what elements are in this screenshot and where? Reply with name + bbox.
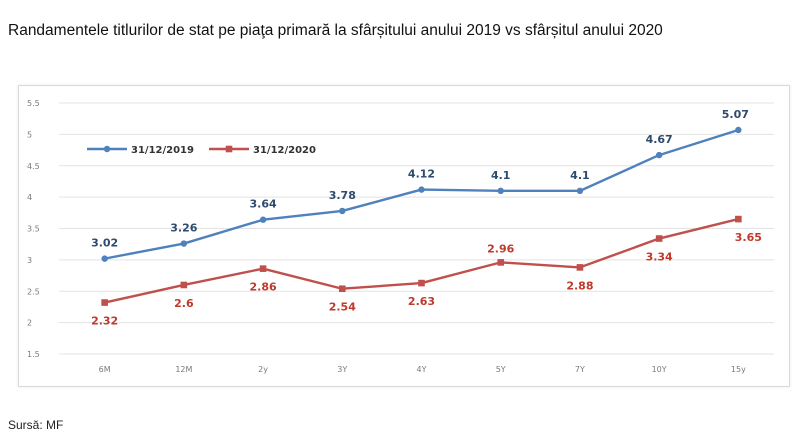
y-tick-label: 3.5	[27, 225, 40, 234]
data-label: 5.07	[722, 108, 749, 121]
x-tick-label: 15y	[731, 365, 746, 374]
legend-label: 31/12/2019	[131, 145, 194, 156]
x-tick-label: 12M	[175, 365, 192, 374]
data-point	[338, 285, 346, 293]
data-label: 2.32	[91, 315, 118, 328]
x-tick-label: 2y	[258, 365, 268, 374]
data-label: 3.78	[329, 189, 356, 202]
x-tick-label: 10Y	[652, 365, 667, 374]
data-point	[418, 186, 425, 193]
source-note: Sursă: MF	[8, 418, 64, 432]
data-point	[497, 187, 504, 195]
data-point	[101, 255, 108, 262]
data-label: 2.88	[566, 279, 593, 292]
data-point	[655, 151, 663, 159]
data-label: 4.12	[408, 168, 435, 181]
data-point	[576, 264, 584, 271]
y-tick-label: 5	[27, 130, 32, 139]
y-tick-label: 2.5	[27, 287, 40, 296]
data-label: 4.67	[646, 133, 673, 146]
data-point	[735, 126, 742, 134]
x-tick-label: 3Y	[337, 365, 347, 374]
series-line	[104, 128, 739, 260]
data-label: 4.1	[570, 169, 590, 182]
x-tick-label: 6M	[99, 365, 111, 374]
chart-title: Randamentele titlurilor de stat pe piaţa…	[8, 22, 663, 39]
data-label: 4.1	[491, 169, 511, 182]
data-point	[339, 207, 346, 215]
data-label: 2.54	[329, 301, 356, 314]
data-label: 3.02	[91, 237, 118, 250]
data-point	[655, 235, 663, 242]
legend-marker	[103, 145, 111, 153]
legend-marker	[225, 145, 233, 153]
legend-label: 31/12/2020	[253, 145, 316, 156]
y-tick-label: 4	[27, 193, 32, 202]
x-tick-label: 7Y	[575, 365, 585, 374]
y-tick-label: 1.5	[27, 350, 40, 359]
line-chart: 1.5 2 2.5 3 3.5 4 4.5 5 5.5 6M 12M 2y 3Y 4Y 5Y 7Y 10Y 15y…	[27, 99, 774, 374]
y-tick-label: 5.5	[27, 99, 40, 108]
y-tick-label: 3	[27, 256, 32, 265]
data-label: 2.86	[250, 281, 277, 294]
data-label: 3.26	[170, 222, 197, 235]
x-tick-label: 4Y	[417, 365, 427, 374]
series-line	[104, 217, 739, 304]
data-label: 2.6	[174, 297, 194, 310]
data-label: 3.64	[250, 198, 277, 211]
data-point	[576, 187, 584, 195]
data-label: 3.65	[735, 231, 762, 244]
data-point	[180, 281, 188, 289]
data-point	[180, 240, 188, 247]
data-label: 2.96	[487, 242, 514, 255]
data-point	[497, 259, 505, 266]
y-tick-label: 4.5	[27, 162, 40, 171]
chart-area: 1.5 2 2.5 3 3.5 4 4.5 5 5.5 6M 12M 2y 3Y 4Y 5Y 7Y 10Y 15y…	[18, 85, 790, 387]
data-point	[101, 299, 108, 306]
data-point	[418, 279, 425, 287]
data-point	[259, 265, 267, 272]
y-tick-label: 2	[27, 319, 32, 328]
data-point	[735, 215, 742, 223]
data-label: 2.63	[408, 295, 435, 308]
data-label: 3.34	[646, 251, 673, 264]
data-point	[259, 216, 267, 223]
x-tick-label: 5Y	[496, 365, 506, 374]
